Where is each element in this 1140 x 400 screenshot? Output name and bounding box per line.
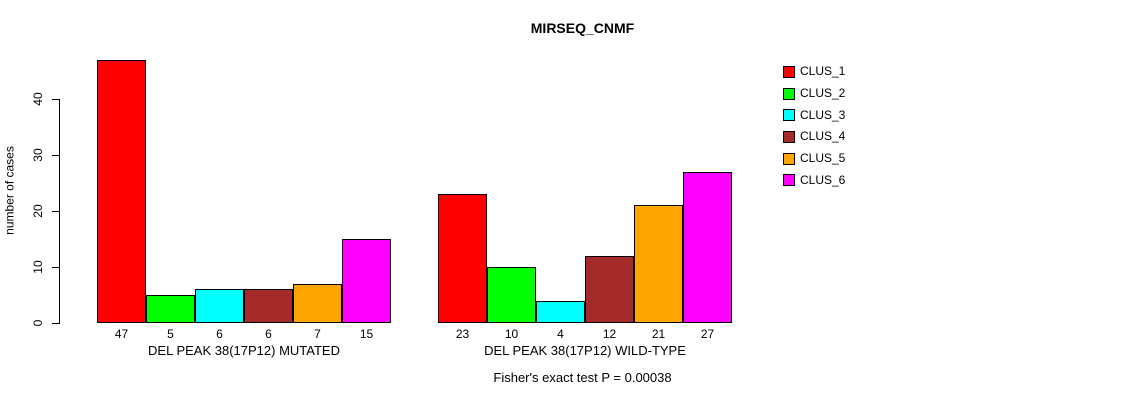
bar-clus_6 [342, 239, 391, 323]
bar-clus_1 [438, 194, 487, 323]
y-tick-mark [52, 323, 60, 324]
y-tick-label: 0 [31, 319, 45, 327]
bar-value-label: 27 [700, 327, 715, 341]
bar-clus_6 [683, 172, 732, 323]
bar-clus_3 [536, 301, 585, 323]
legend-label: CLUS_3 [800, 107, 846, 122]
bar-clus_2 [487, 267, 536, 323]
legend-label: CLUS_6 [800, 172, 846, 187]
chart-title: MIRSEQ_CNMF [530, 20, 635, 36]
bar-clus_4 [244, 289, 293, 323]
bar-value-label: 23 [455, 327, 470, 341]
legend-swatch-clus_6 [783, 174, 795, 187]
legend-swatch-clus_3 [783, 109, 795, 122]
bar-clus_3 [195, 289, 244, 323]
bar-value-label: 7 [314, 327, 321, 341]
group-label-wildtype: DEL PEAK 38(17P12) WILD-TYPE [484, 343, 686, 358]
bar-clus_1 [97, 60, 146, 323]
legend: CLUS_1 CLUS_2 CLUS_3 CLUS_4 CLUS_5 CLUS_6 [783, 61, 845, 191]
y-tick-label: 20 [31, 204, 45, 218]
legend-row: CLUS_4 [783, 126, 845, 148]
y-tick-mark [52, 99, 60, 100]
legend-swatch-clus_1 [783, 65, 795, 78]
legend-row: CLUS_5 [783, 148, 845, 170]
group-label-mutated: DEL PEAK 38(17P12) MUTATED [148, 343, 340, 358]
y-tick-mark [52, 267, 60, 268]
legend-row: CLUS_6 [783, 169, 845, 191]
bar-value-label: 10 [504, 327, 519, 341]
bar-value-label: 6 [216, 327, 223, 341]
legend-label: CLUS_5 [800, 151, 846, 166]
bar-value-label: 5 [167, 327, 174, 341]
legend-label: CLUS_2 [800, 86, 846, 101]
legend-row: CLUS_2 [783, 83, 845, 105]
y-tick-label: 10 [31, 260, 45, 274]
fisher-test-annotation: Fisher's exact test P = 0.00038 [493, 370, 672, 385]
legend-swatch-clus_2 [783, 87, 795, 100]
legend-row: CLUS_1 [783, 61, 845, 83]
bar-clus_2 [146, 295, 195, 323]
legend-label: CLUS_1 [800, 64, 846, 79]
y-tick-mark [52, 155, 60, 156]
bar-value-label: 12 [602, 327, 617, 341]
legend-swatch-clus_5 [783, 152, 795, 165]
bar-value-label: 15 [359, 327, 374, 341]
legend-row: CLUS_3 [783, 104, 845, 126]
y-tick-mark [52, 211, 60, 212]
y-axis-label: number of cases [2, 146, 17, 235]
legend-label: CLUS_4 [800, 129, 846, 144]
bar-clus_4 [585, 256, 634, 323]
bar-value-label: 4 [557, 327, 564, 341]
bar-value-label: 21 [651, 327, 666, 341]
legend-swatch-clus_4 [783, 130, 795, 143]
bar-value-label: 6 [265, 327, 272, 341]
y-tick-label: 40 [31, 92, 45, 106]
bar-clus_5 [634, 205, 683, 323]
y-tick-label: 30 [31, 148, 45, 162]
bar-clus_5 [293, 284, 342, 323]
bar-value-label: 47 [114, 327, 129, 341]
